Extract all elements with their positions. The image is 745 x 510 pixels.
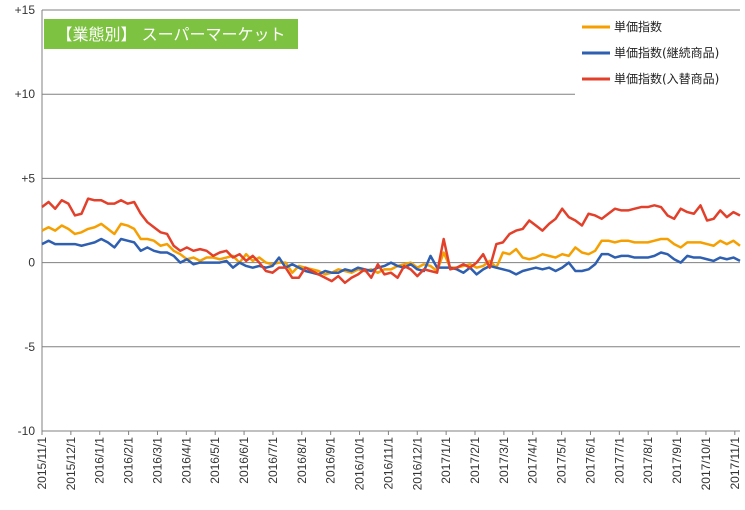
chart-title: 【業態別】 スーパーマーケット — [57, 25, 286, 44]
x-tick-label: 2016/6/1 — [237, 437, 251, 484]
x-tick-label: 2016/1/1 — [93, 437, 107, 484]
y-axis-tick-labels: +15 +10 +5 0 -5 -10 — [15, 3, 36, 438]
y-tick-label: 0 — [28, 256, 35, 270]
x-tick-label: 2017/1/1 — [439, 437, 453, 484]
x-tick-label: 2016/7/1 — [266, 437, 280, 484]
legend-label: 単価指数(継続商品) — [614, 45, 719, 60]
axes — [41, 10, 740, 435]
y-tick-label: +15 — [15, 3, 36, 17]
y-tick-label: -5 — [24, 340, 35, 354]
y-tick-label: +5 — [21, 171, 35, 185]
legend-label: 単価指数 — [614, 19, 662, 34]
x-tick-label: 2016/4/1 — [179, 437, 193, 484]
x-tick-label: 2017/9/1 — [670, 437, 684, 484]
legend-label: 単価指数(入替商品) — [614, 71, 719, 86]
x-tick-label: 2017/4/1 — [526, 437, 540, 484]
y-tick-label: +10 — [15, 87, 36, 101]
x-tick-label: 2017/11/1 — [728, 437, 742, 490]
x-tick-label: 2017/8/1 — [641, 437, 655, 484]
x-tick-label: 2016/10/1 — [353, 437, 367, 491]
x-tick-label: 2016/12/1 — [410, 437, 424, 491]
series-line-2 — [41, 197, 741, 285]
x-tick-label: 2017/2/1 — [468, 437, 482, 484]
x-tick-label: 2017/6/1 — [583, 437, 597, 484]
x-tick-label: 2015/11/1 — [35, 437, 49, 490]
x-tick-label: 2016/8/1 — [295, 437, 309, 484]
series-lines — [41, 197, 741, 285]
x-tick-label: 2017/5/1 — [555, 437, 569, 484]
x-tick-label: 2016/3/1 — [150, 437, 164, 484]
y-tick-label: -10 — [18, 424, 36, 438]
x-tick-label: 2017/3/1 — [497, 437, 511, 484]
series-line-1 — [41, 237, 741, 276]
title-badge: 【業態別】 スーパーマーケット — [44, 19, 298, 49]
x-tick-label: 2016/2/1 — [122, 437, 136, 484]
x-tick-label: 2015/12/1 — [64, 437, 78, 491]
x-tick-label: 2016/11/1 — [381, 437, 395, 490]
title-badge-background — [44, 19, 298, 49]
series-line-0 — [41, 222, 741, 276]
x-tick-label: 2017/10/1 — [699, 437, 713, 491]
x-tick-label: 2016/9/1 — [324, 437, 338, 484]
x-tick-label: 2017/7/1 — [612, 437, 626, 484]
x-axis-tick-labels: 2015/11/1 2015/12/1 2016/1/1 2016/2/1 2016/3… — [35, 437, 742, 491]
x-tick-label: 2016/5/1 — [208, 437, 222, 484]
